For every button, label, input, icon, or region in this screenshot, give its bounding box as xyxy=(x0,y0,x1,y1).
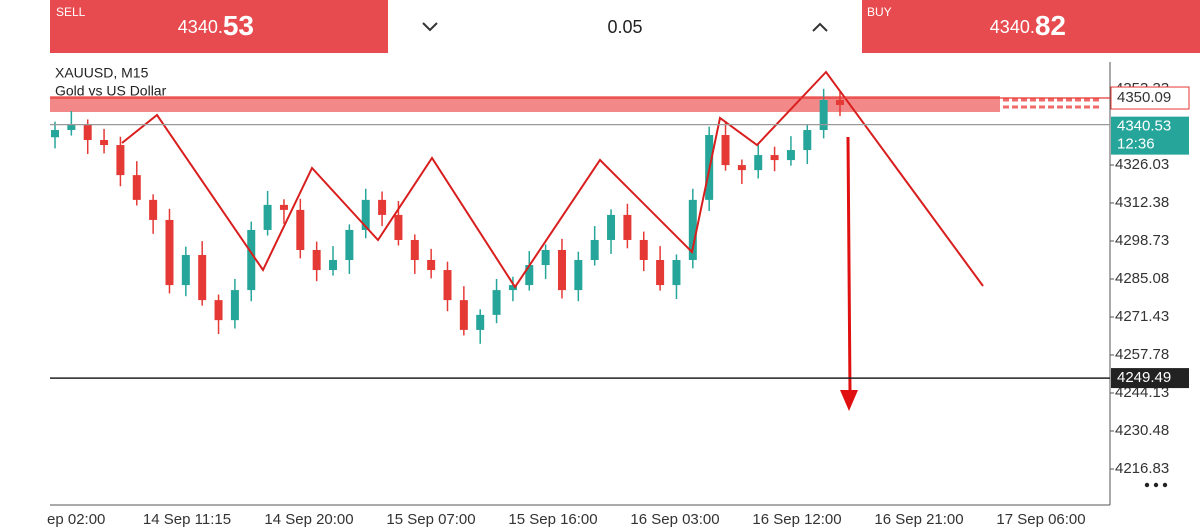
order-lines-band xyxy=(50,96,1100,112)
arrow-head xyxy=(840,390,858,411)
candle-body xyxy=(770,155,779,161)
buy-pips: 82 xyxy=(1035,10,1066,41)
candle-body xyxy=(214,300,223,321)
price-label: 4350.09 xyxy=(1117,89,1171,106)
symbol-description: Gold vs US Dollar xyxy=(55,83,167,99)
candle-body xyxy=(737,165,746,171)
candle-body xyxy=(427,260,436,271)
candle-body xyxy=(378,199,387,215)
y-tick-label: 4285.08 xyxy=(1115,270,1169,287)
x-tick-label: ep 02:00 xyxy=(47,511,105,528)
price-label-box xyxy=(1110,86,1190,110)
candle-body xyxy=(116,145,125,176)
candle-body xyxy=(312,249,321,271)
sell-pips: 53 xyxy=(223,10,254,41)
candle-body xyxy=(394,214,403,240)
candle-body xyxy=(836,99,844,105)
candle-body xyxy=(83,124,92,141)
candle-body xyxy=(476,314,485,330)
zigzag-drawing xyxy=(121,70,984,289)
y-tick-label: 4298.73 xyxy=(1115,232,1169,249)
candle-body xyxy=(672,260,681,286)
candle-body xyxy=(754,155,763,171)
y-tick-label: 4312.38 xyxy=(1115,194,1169,211)
x-tick-label: 16 Sep 21:00 xyxy=(874,511,963,528)
x-tick-label: 16 Sep 12:00 xyxy=(752,511,841,528)
candle-body xyxy=(296,209,305,250)
candle-body xyxy=(607,214,616,240)
candle-body xyxy=(361,199,370,230)
y-tick-label: 4271.43 xyxy=(1115,308,1169,325)
buy-label: BUY xyxy=(867,5,892,19)
candle-body xyxy=(198,255,207,301)
sell-price-main: 4340. xyxy=(178,17,223,37)
buy-button[interactable] xyxy=(862,0,1200,53)
candle-body xyxy=(279,204,288,210)
y-tick-label: 4244.13 xyxy=(1115,384,1169,401)
candle-body xyxy=(721,135,730,166)
candle-body xyxy=(786,150,795,161)
y-tick-label: 4230.48 xyxy=(1115,422,1169,439)
candle-body xyxy=(67,124,76,131)
candle-body xyxy=(459,300,468,330)
candle-body xyxy=(181,255,190,286)
candle-body xyxy=(51,130,59,138)
x-tick-label: 17 Sep 06:00 xyxy=(996,511,1085,528)
countdown: 12:36 xyxy=(1117,136,1155,153)
candle-body xyxy=(803,130,812,151)
y-tick-label: 4326.03 xyxy=(1115,156,1169,173)
sell-label: SELL xyxy=(56,5,86,19)
increase-lot[interactable] xyxy=(812,22,828,32)
candle-body xyxy=(149,199,158,220)
decrease-lot[interactable] xyxy=(422,22,438,32)
buy-price: 4340.82 xyxy=(990,10,1066,41)
candle-body xyxy=(100,140,109,146)
symbol: XAUUSD, M15 xyxy=(55,65,149,81)
candle-body xyxy=(574,260,583,291)
x-tick-label: 15 Sep 07:00 xyxy=(386,511,475,528)
candle-body xyxy=(819,99,828,131)
menu-dots[interactable] xyxy=(1144,482,1168,488)
buy-price-main: 4340. xyxy=(990,17,1035,37)
x-tick-label: 14 Sep 11:15 xyxy=(143,511,231,528)
candle-body xyxy=(639,239,648,261)
candle-body xyxy=(623,214,632,240)
y-tick-label: 4257.78 xyxy=(1115,346,1169,363)
price-label: 4249.49 xyxy=(1117,369,1171,386)
candle-body xyxy=(557,249,566,291)
price-label: 4340.53 xyxy=(1117,118,1171,135)
sell-button[interactable] xyxy=(50,0,388,53)
x-tick-label: 14 Sep 20:00 xyxy=(264,511,353,528)
x-tick-label: 16 Sep 03:00 xyxy=(630,511,719,528)
candle-body xyxy=(345,229,354,261)
candle-body xyxy=(230,290,239,321)
lot-selector xyxy=(388,0,862,53)
y-tick-label: 4216.83 xyxy=(1115,460,1169,477)
candle-body xyxy=(525,265,534,286)
candle-body xyxy=(541,249,550,266)
arrow-shaft xyxy=(846,136,852,393)
candle-body xyxy=(132,175,141,200)
candle-body xyxy=(165,219,174,286)
candle-body xyxy=(492,290,501,315)
candle-body xyxy=(410,239,419,261)
x-tick-label: 15 Sep 16:00 xyxy=(508,511,597,528)
candle-body xyxy=(656,260,665,286)
candle-body xyxy=(263,204,272,230)
candle-body xyxy=(508,285,517,291)
order-band xyxy=(50,96,1000,112)
candle-body xyxy=(247,229,256,291)
price-label-box xyxy=(1111,368,1189,389)
candle-body xyxy=(329,260,338,271)
price-label-box xyxy=(1111,116,1189,155)
candle-body xyxy=(688,199,697,261)
candle-body xyxy=(443,270,452,301)
lot-size[interactable]: 0.05 xyxy=(607,17,642,37)
sell-price: 4340.53 xyxy=(178,10,254,41)
candle-body xyxy=(590,239,599,261)
